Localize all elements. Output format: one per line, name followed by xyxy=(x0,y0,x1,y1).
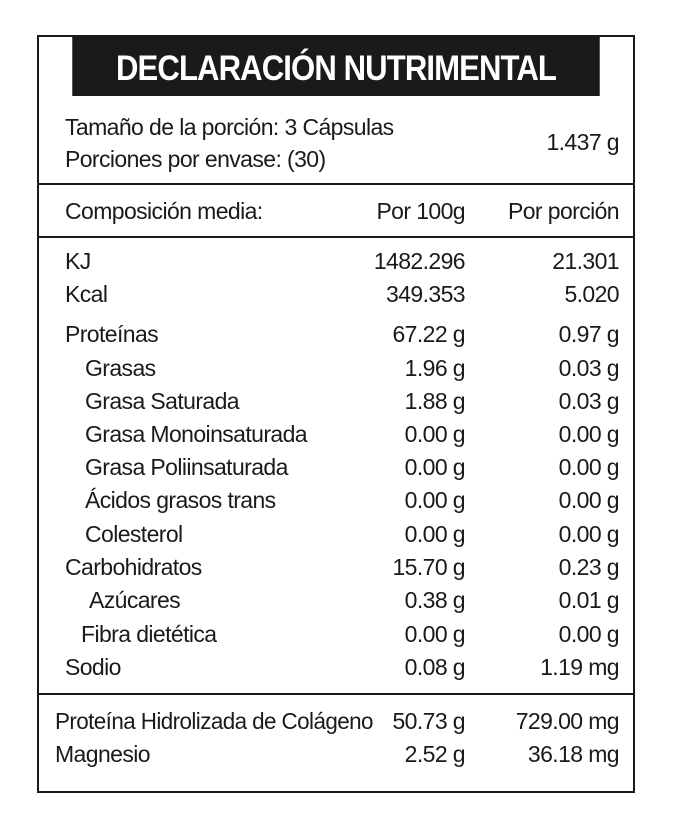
nutrient-name: KJ xyxy=(65,248,91,274)
nutrient-per100: 0.00 g xyxy=(404,621,466,647)
supplement-name: Proteína Hidrolizada de Colágeno xyxy=(55,708,373,734)
nutrient-per100: 0.38 g xyxy=(404,587,466,613)
nutrient-name: Proteínas xyxy=(65,321,159,347)
nutrient-per100: 0.00 g xyxy=(404,454,466,480)
nutrient-name: Sodio xyxy=(65,654,121,680)
nutrient-per100: 15.70 g xyxy=(392,554,465,580)
nutrient-perserving: 1.19 mg xyxy=(540,654,620,680)
nutrient-name: Fibra dietética xyxy=(81,621,217,647)
nutrient-perserving: 0.00 g xyxy=(558,454,620,480)
nutrient-name: Ácidos grasos trans xyxy=(85,487,276,513)
nutrient-name: Azúcares xyxy=(89,587,181,613)
nutrient-per100: 1.88 g xyxy=(404,388,466,414)
nutrient-perserving: 5.020 xyxy=(564,281,619,307)
nutrient-perserving: 0.01 g xyxy=(558,587,620,613)
nutrient-per100: 0.00 g xyxy=(404,421,466,447)
nutrient-name: Kcal xyxy=(65,281,108,307)
nutrient-perserving: 0.03 g xyxy=(558,388,620,414)
nutrient-per100: 67.22 g xyxy=(392,321,465,347)
nutrient-perserving: 0.00 g xyxy=(558,621,620,647)
nutrient-name: Grasa Monoinsaturada xyxy=(85,421,308,447)
nutrient-perserving: 21.301 xyxy=(552,248,619,274)
column-header-perserving: Por porción xyxy=(507,198,620,224)
divider xyxy=(39,693,633,695)
nutrient-perserving: 0.00 g xyxy=(558,421,620,447)
nutrient-per100: 349.353 xyxy=(386,281,466,307)
nutrient-perserving: 0.03 g xyxy=(558,355,620,381)
nutrient-per100: 0.00 g xyxy=(404,487,466,513)
supplement-per100: 2.52 g xyxy=(404,741,466,767)
supplement-name: Magnesio xyxy=(55,741,151,767)
panel-title: DECLARACIÓN NUTRIMENTAL xyxy=(72,37,600,96)
divider xyxy=(39,236,633,238)
supplement-per100: 50.73 g xyxy=(392,708,465,734)
nutrient-name: Carbohidratos xyxy=(65,554,202,580)
serving-size-label: Tamaño de la porción: 3 Cápsulas xyxy=(65,114,394,140)
supplement-perserving: 36.18 mg xyxy=(527,741,620,767)
nutrient-name: Colesterol xyxy=(85,521,183,547)
nutrient-perserving: 0.00 g xyxy=(558,521,620,547)
column-header-per100: Por 100g xyxy=(376,198,465,224)
divider xyxy=(39,183,633,185)
nutrient-per100: 0.00 g xyxy=(404,521,466,547)
nutrient-name: Grasa Poliinsaturada xyxy=(85,454,288,480)
servings-per-container-label: Porciones por envase: (30) xyxy=(65,146,326,172)
supplement-perserving: 729.00 mg xyxy=(515,708,620,734)
serving-weight: 1.437 g xyxy=(546,129,619,155)
nutrient-per100: 0.08 g xyxy=(404,654,466,680)
nutrient-name: Grasa Saturada xyxy=(85,388,240,414)
nutrient-per100: 1.96 g xyxy=(404,355,466,381)
nutrient-name: Grasas xyxy=(85,355,156,381)
nutrient-perserving: 0.23 g xyxy=(558,554,620,580)
column-header-name: Composición media: xyxy=(65,198,263,224)
nutrient-perserving: 0.97 g xyxy=(558,321,620,347)
nutrient-per100: 1482.296 xyxy=(373,248,466,274)
nutrition-facts-panel: DECLARACIÓN NUTRIMENTAL Tamaño de la por… xyxy=(37,35,635,793)
nutrient-perserving: 0.00 g xyxy=(558,487,620,513)
